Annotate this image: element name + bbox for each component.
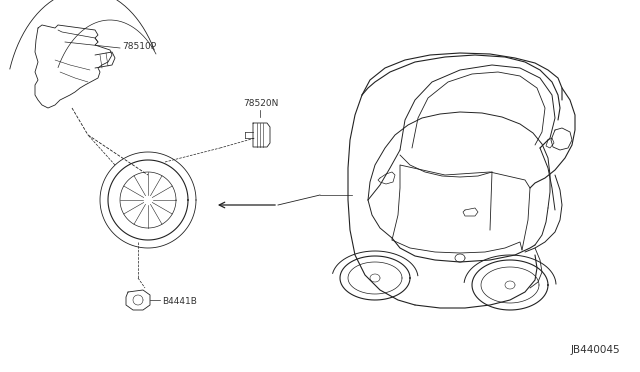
Text: B4441B: B4441B [162, 296, 197, 305]
Text: 78510P: 78510P [122, 42, 156, 51]
Text: 78520N: 78520N [243, 99, 278, 108]
Text: JB440045: JB440045 [570, 345, 620, 355]
